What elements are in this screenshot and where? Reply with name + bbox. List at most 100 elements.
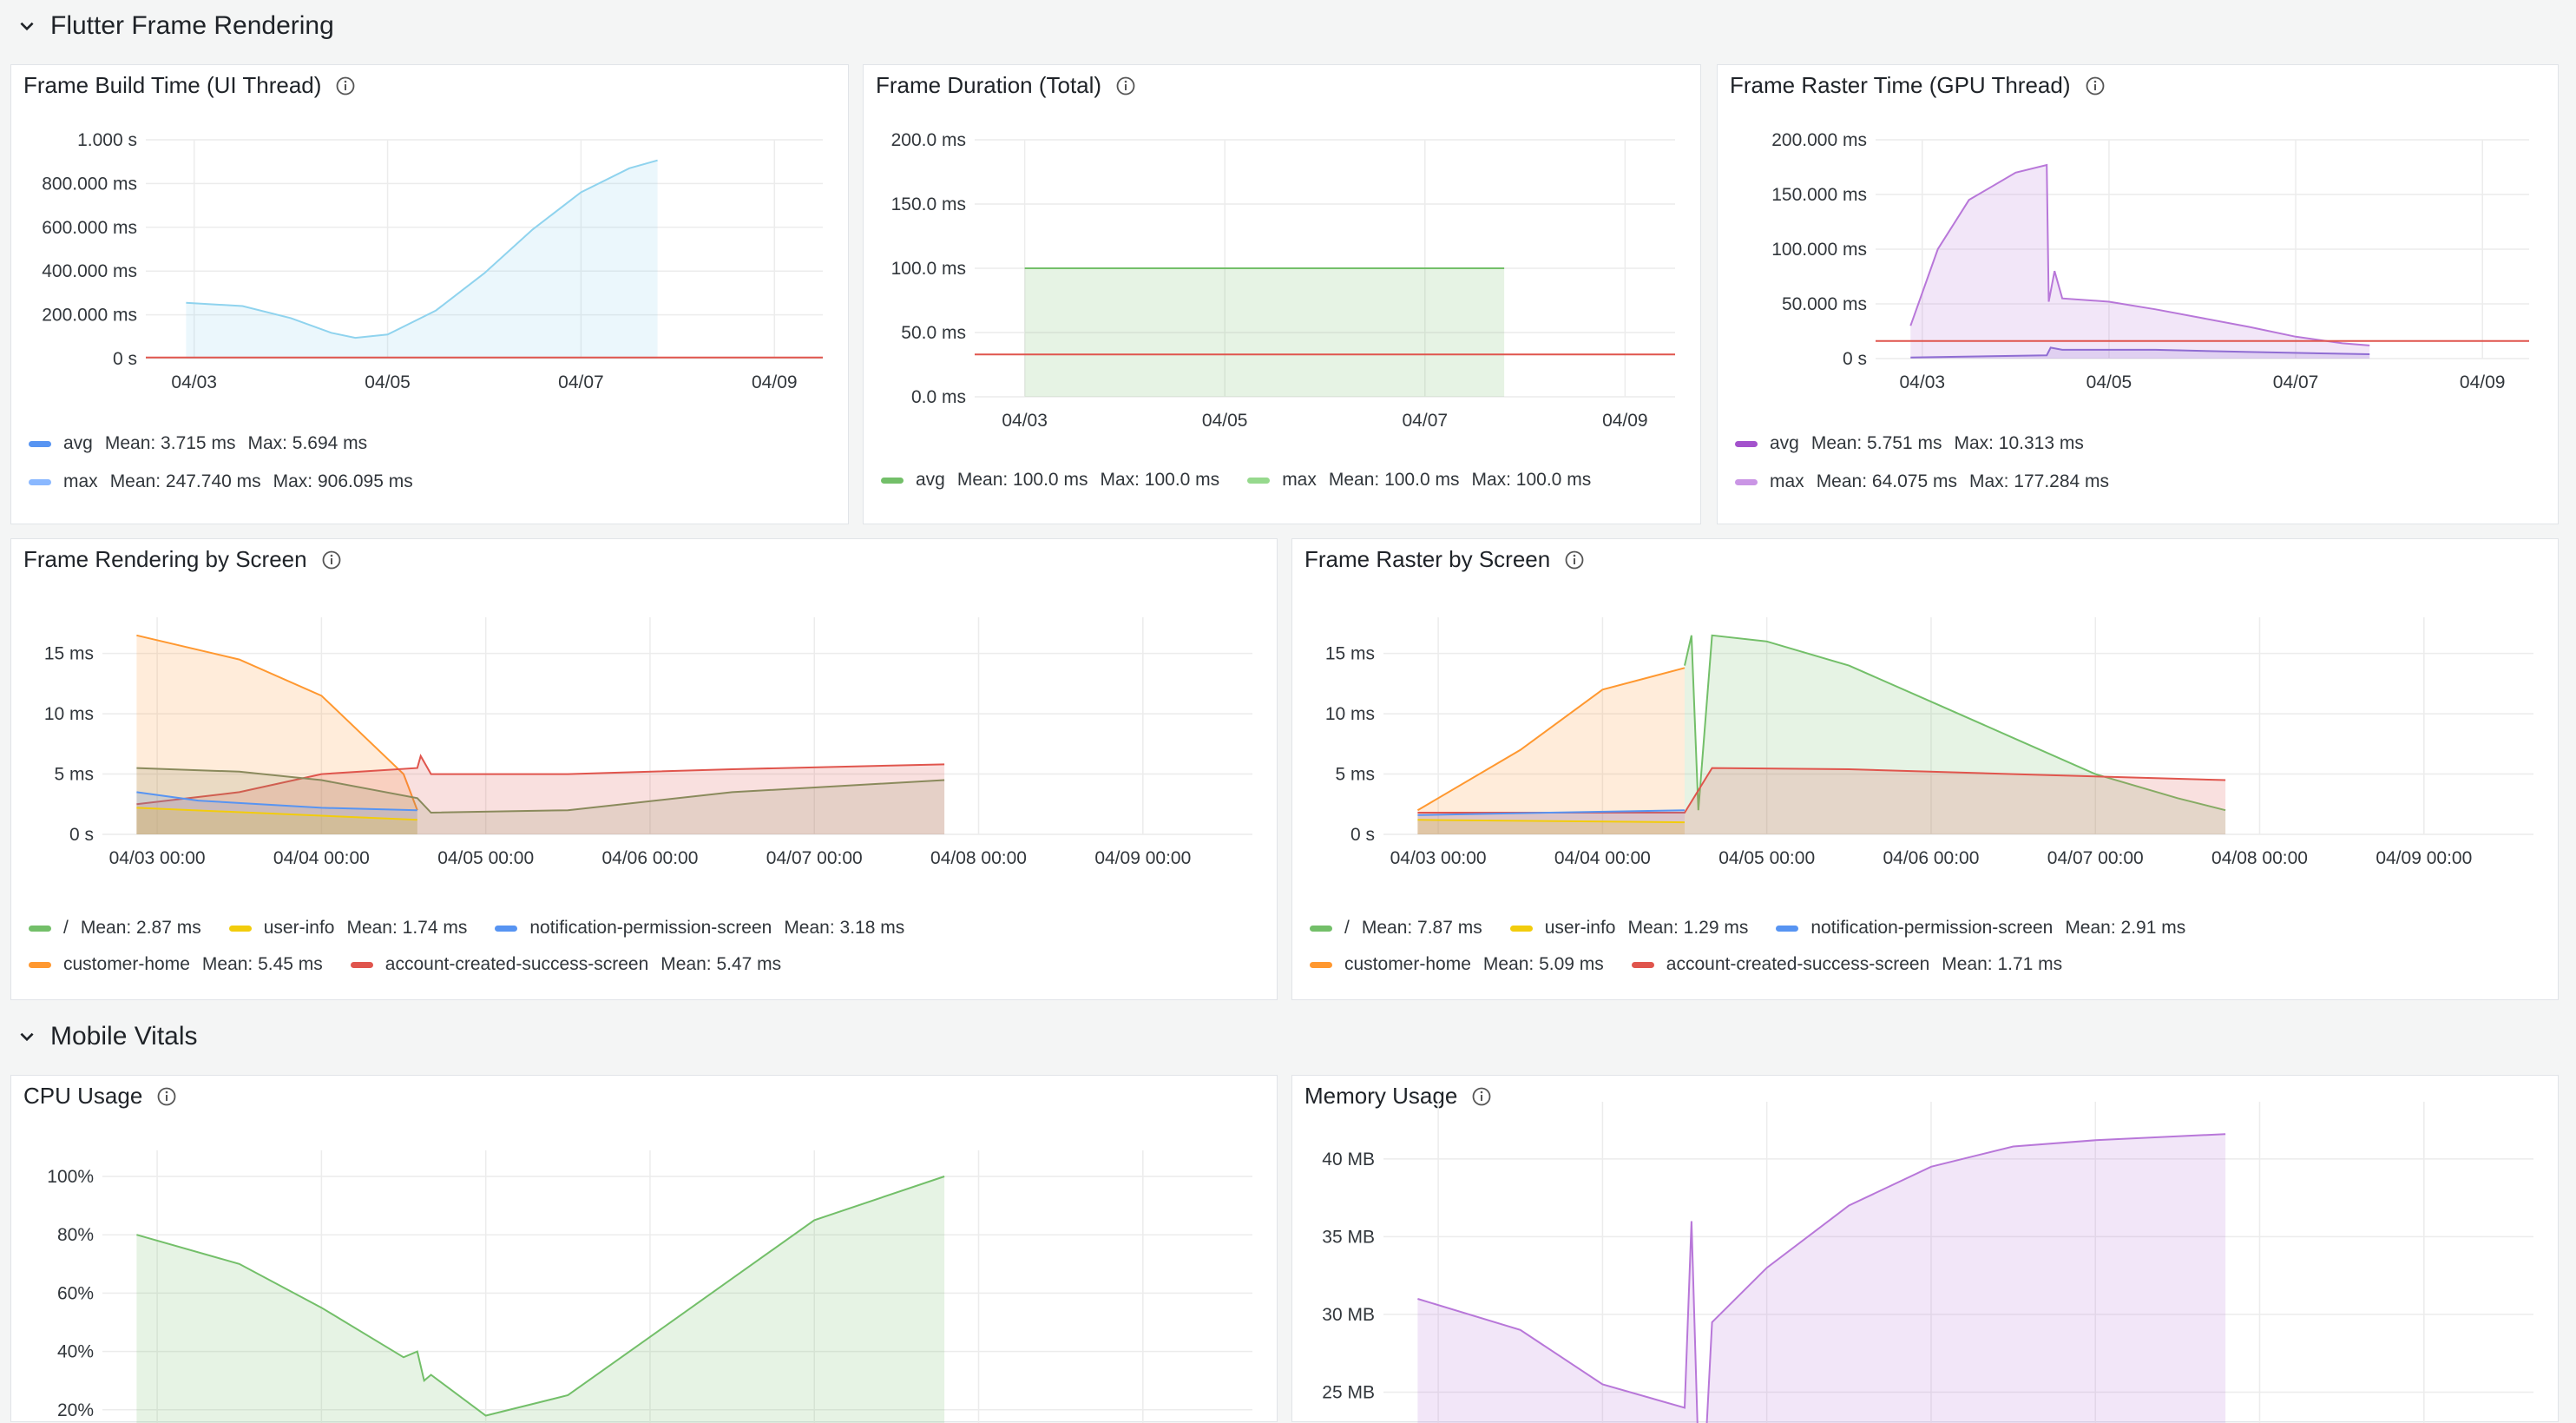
legend-item[interactable]: customer-home Mean: 5.09 ms (1310, 954, 1616, 975)
legend-swatch (29, 961, 51, 968)
legend-series-name: max (1282, 470, 1317, 490)
panel-title[interactable]: Frame Build Time (UI Thread) (23, 72, 356, 99)
legend-stat: Mean: 7.87 ms (1361, 918, 1482, 938)
chart-frame-build-time: 1.000 s 800.000 ms 600.000 ms 400.000 ms 200… (42, 130, 823, 392)
x-tick-label: 04/05 00:00 (1718, 848, 1815, 868)
legend-stat: Mean: 2.87 ms (80, 918, 201, 938)
legend-swatch (1735, 440, 1758, 447)
y-tick-label: 5 ms (54, 765, 94, 785)
legend-item[interactable]: avg Mean: 100.0 ms Max: 100.0 ms (881, 470, 1232, 491)
info-icon[interactable] (1115, 76, 1136, 96)
x-tick-label: 04/03 (1002, 411, 1048, 431)
series-area-user-info (136, 807, 417, 834)
legend-item[interactable]: max Mean: 100.0 ms Max: 100.0 ms (1247, 470, 1603, 491)
legend: avg Mean: 3.715 ms Max: 5.694 ms max Mean: 2… (29, 433, 441, 492)
legend-item[interactable]: / Mean: 2.87 ms (29, 918, 214, 939)
panel-title[interactable]: Frame Duration (Total) (876, 72, 1136, 99)
legend-item[interactable]: user-info Mean: 1.74 ms (228, 918, 480, 939)
legend-series-name: customer-home (1344, 954, 1471, 974)
legend-stat: Max: 177.284 ms (1968, 471, 2110, 491)
panel-title[interactable]: Frame Rendering by Screen (23, 546, 342, 573)
y-tick-label: 10 ms (44, 704, 94, 724)
series-area-cpu (136, 1176, 945, 1423)
info-icon[interactable] (321, 550, 342, 570)
x-tick-label: 04/03 00:00 (1390, 848, 1487, 868)
legend: / Mean: 2.87 ms user-info Mean: 1.74 ms noti… (29, 918, 1027, 975)
series-area-memory (1417, 1134, 2226, 1423)
panel-title[interactable]: CPU Usage (23, 1083, 177, 1110)
panel-title-text: Frame Duration (Total) (876, 72, 1102, 98)
series-area-max (1024, 268, 1505, 397)
legend-stat: Max: 906.095 ms (273, 471, 413, 491)
y-tick-label: 150.0 ms (891, 194, 966, 214)
y-tick-label: 30 MB (1322, 1305, 1375, 1325)
legend-stat: Mean: 5.47 ms (660, 954, 782, 974)
y-tick-label: 800.000 ms (42, 174, 137, 194)
x-tick-label: 04/05 00:00 (437, 848, 534, 868)
x-tick-label: 04/07 (558, 372, 604, 392)
legend-series-name: user-info (1544, 918, 1616, 938)
panel-title[interactable]: Frame Raster by Screen (1304, 546, 1585, 573)
panel-title-text: Frame Raster by Screen (1304, 546, 1551, 572)
legend-stat: Mean: 5.751 ms (1810, 433, 1942, 453)
legend-stat: Mean: 3.18 ms (784, 918, 905, 938)
y-tick-label: 100.000 ms (1771, 240, 1867, 260)
panel-frame-duration: Frame Duration (Total) 200.0 ms 150.0 ms 1… (863, 64, 1701, 524)
legend-stat: Mean: 1.29 ms (1627, 918, 1749, 938)
legend-swatch (1509, 925, 1533, 932)
legend-series-name: notification-permission-screen (529, 918, 772, 938)
legend-item[interactable]: avg Mean: 5.751 ms Max: 10.313 ms (1735, 433, 2121, 454)
legend-item[interactable]: account-created-success-screen Mean: 1.71… (1631, 954, 2074, 975)
x-tick-label: 04/09 (752, 372, 798, 392)
y-tick-label: 35 MB (1322, 1227, 1375, 1247)
legend-series-name: account-created-success-screen (384, 954, 649, 974)
legend-item[interactable]: / Mean: 7.87 ms (1310, 918, 1495, 939)
series-area-max (186, 160, 658, 359)
legend-item[interactable]: notification-permission-screen Mean: 3.18… (495, 918, 917, 939)
legend-swatch (1735, 478, 1758, 485)
panel-title-text: Frame Build Time (UI Thread) (23, 72, 322, 98)
legend-series-name: / (1344, 918, 1350, 938)
info-icon[interactable] (1564, 550, 1585, 570)
series-area-max (1910, 165, 2370, 359)
legend-item[interactable]: max Mean: 64.075 ms Max: 177.284 ms (1735, 471, 2121, 492)
x-tick-label: 04/08 00:00 (930, 848, 1027, 868)
panel-memory-usage: Memory Usage 40 MB 35 MB 30 MB 25 MB (1291, 1075, 2559, 1423)
legend-item[interactable]: customer-home Mean: 5.45 ms (29, 954, 335, 975)
section-header-mobile-vitals[interactable]: Mobile Vitals (17, 1011, 198, 1063)
legend-swatch (1631, 961, 1654, 968)
y-tick-label: 0 s (113, 349, 137, 369)
y-tick-label: 200.000 ms (1771, 130, 1867, 150)
panel-title-text: Memory Usage (1304, 1083, 1458, 1109)
y-tick-label: 200.000 ms (42, 306, 137, 326)
panel-title[interactable]: Frame Raster Time (GPU Thread) (1730, 72, 2106, 99)
legend-item[interactable]: account-created-success-screen Mean: 5.47… (350, 954, 793, 975)
series-line-customer-home (1416, 667, 1686, 812)
legend-item[interactable]: user-info Mean: 1.29 ms (1509, 918, 1761, 939)
y-tick-label: 60% (57, 1283, 94, 1303)
legend-stat: Mean: 100.0 ms (956, 470, 1088, 490)
x-tick-label: 04/05 (1202, 411, 1248, 431)
legend-item[interactable]: max Mean: 247.740 ms Max: 906.095 ms (29, 471, 425, 492)
section-header-flutter[interactable]: Flutter Frame Rendering (17, 0, 334, 52)
info-icon[interactable] (1471, 1086, 1492, 1107)
info-icon[interactable] (2085, 76, 2106, 96)
legend-item[interactable]: avg Mean: 3.715 ms Max: 5.694 ms (29, 433, 425, 454)
legend-series-name: avg (1770, 433, 1799, 453)
series-line-memory (1417, 1133, 2226, 1423)
info-icon[interactable] (156, 1086, 177, 1107)
legend-swatch (228, 925, 252, 932)
legend-stat: Max: 100.0 ms (1100, 470, 1220, 490)
legend-stat: Max: 10.313 ms (1954, 433, 2084, 453)
legend-stat: Mean: 5.45 ms (201, 954, 323, 974)
legend-item[interactable]: notification-permission-screen Mean: 2.91… (1776, 918, 2198, 939)
section-title: Flutter Frame Rendering (50, 11, 334, 40)
legend-series-name: avg (63, 433, 93, 453)
panel-title-text: Frame Raster Time (GPU Thread) (1730, 72, 2071, 98)
info-icon[interactable] (335, 76, 356, 96)
legend-series-name: avg (916, 470, 945, 490)
chart-frame-duration: 200.0 ms 150.0 ms 100.0 ms 50.0 ms 0.0 ms 04/… (891, 130, 1675, 431)
panel-title[interactable]: Memory Usage (1304, 1083, 1492, 1110)
chart-frame-raster-time: 200.000 ms 150.000 ms 100.000 ms 50.000 ms 0… (1771, 130, 2529, 392)
series-line-account-created-success-screen (136, 754, 945, 806)
